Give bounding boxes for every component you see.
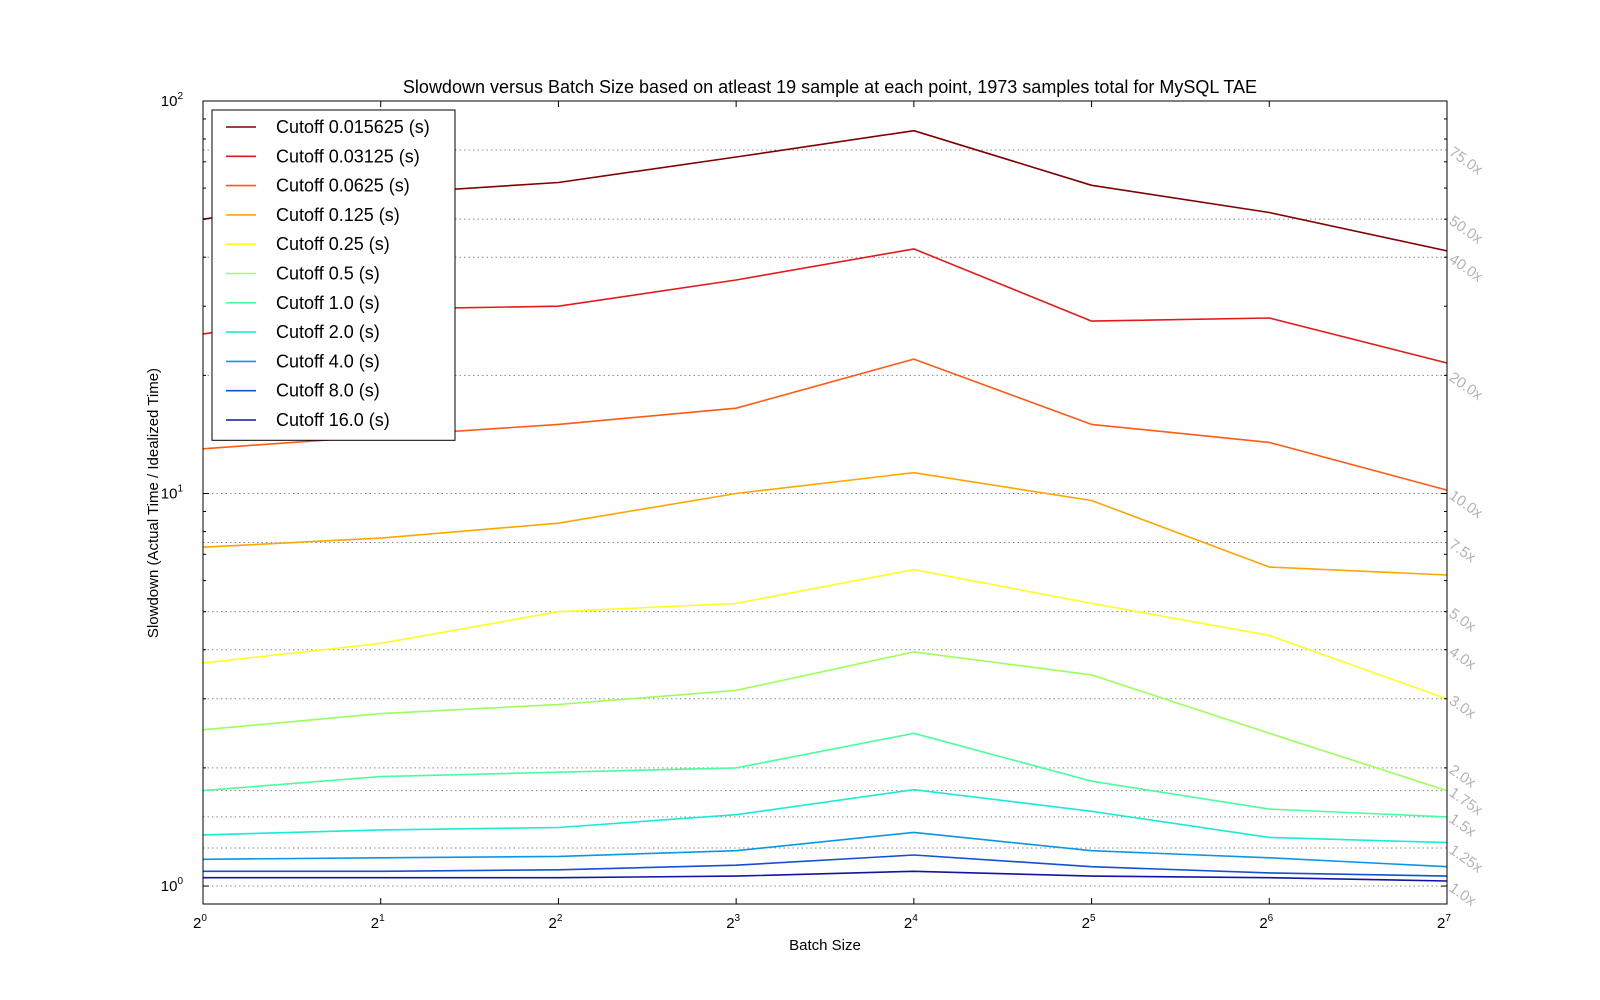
legend-label: Cutoff 0.03125 (s) — [276, 146, 420, 166]
x-tick-label: 25 — [1082, 913, 1096, 932]
chart-title: Slowdown versus Batch Size based on atle… — [403, 77, 1257, 97]
x-tick-exponent: 2 — [557, 913, 563, 924]
series-line — [202, 831, 1448, 868]
legend: Cutoff 0.015625 (s) Cutoff 0.03125 (s) Cut… — [211, 109, 456, 441]
x-tick-exponent: 1 — [379, 913, 385, 924]
x-tick-label: 26 — [1259, 913, 1273, 932]
plot-frame — [202, 100, 1448, 905]
y-tick-exponent: 1 — [177, 484, 183, 495]
x-tick-exponent: 6 — [1268, 913, 1274, 924]
legend-label: Cutoff 16.0 (s) — [276, 410, 390, 430]
x-tick-base: 2 — [904, 915, 912, 932]
legend-label: Cutoff 8.0 (s) — [276, 381, 380, 401]
legend-box — [211, 109, 456, 441]
x-tick-base: 2 — [1082, 915, 1090, 932]
x-tick-base: 2 — [726, 915, 734, 932]
series-line — [203, 854, 1448, 877]
y-tick-base: 10 — [161, 486, 178, 503]
x-tick-label: 24 — [904, 913, 918, 932]
x-tick-base: 2 — [1259, 915, 1267, 932]
x-tick-base: 2 — [548, 915, 556, 932]
series-line — [202, 471, 1448, 576]
x-axis-label: Batch Size — [789, 937, 861, 954]
x-tick-label: 23 — [726, 913, 740, 932]
x-tick-base: 2 — [193, 915, 201, 932]
x-tick-exponent: 4 — [912, 913, 918, 924]
series-line — [202, 732, 1448, 818]
legend-label: Cutoff 0.0625 (s) — [276, 176, 410, 196]
y-tick-label: 102 — [161, 91, 184, 110]
legend-label: Cutoff 1.0 (s) — [276, 293, 380, 313]
x-tick-exponent: 3 — [735, 913, 741, 924]
x-tick-exponent: 0 — [201, 913, 207, 924]
x-tick-label: 21 — [371, 913, 385, 932]
legend-label: Cutoff 0.015625 (s) — [276, 117, 430, 137]
y-tick-label: 101 — [161, 484, 184, 503]
legend-label: Cutoff 0.5 (s) — [276, 264, 380, 284]
y-tick-label: 100 — [161, 876, 184, 895]
legend-label: Cutoff 0.25 (s) — [276, 234, 390, 254]
series-line — [202, 651, 1448, 792]
x-tick-label: 27 — [1437, 913, 1451, 932]
x-tick-exponent: 7 — [1445, 913, 1451, 924]
x-tick-label: 20 — [193, 913, 207, 932]
x-tick-label: 22 — [548, 913, 562, 932]
y-tick-exponent: 0 — [177, 876, 183, 887]
series-line — [202, 788, 1448, 844]
x-tick-base: 2 — [371, 915, 379, 932]
y-tick-base: 10 — [161, 878, 178, 895]
series-lines — [202, 129, 1448, 882]
legend-label: Cutoff 4.0 (s) — [276, 351, 380, 371]
legend-label: Cutoff 2.0 (s) — [276, 322, 380, 342]
x-tick-exponent: 5 — [1090, 913, 1096, 924]
y-tick-exponent: 2 — [177, 91, 183, 102]
legend-label: Cutoff 0.125 (s) — [276, 205, 400, 225]
x-tick-base: 2 — [1437, 915, 1445, 932]
series-line — [203, 870, 1448, 882]
series-line — [202, 568, 1448, 700]
y-axis-label: Slowdown (Actual Time / Idealized Time) — [145, 368, 162, 638]
y-tick-base: 10 — [161, 93, 178, 110]
